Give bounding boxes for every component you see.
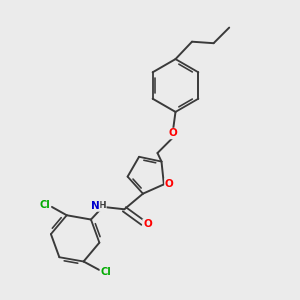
- Text: O: O: [169, 128, 178, 139]
- Text: H: H: [98, 202, 106, 211]
- Text: Cl: Cl: [100, 267, 111, 277]
- Text: O: O: [165, 179, 174, 189]
- Text: O: O: [143, 219, 152, 229]
- Text: N: N: [91, 201, 100, 211]
- Text: Cl: Cl: [40, 200, 50, 210]
